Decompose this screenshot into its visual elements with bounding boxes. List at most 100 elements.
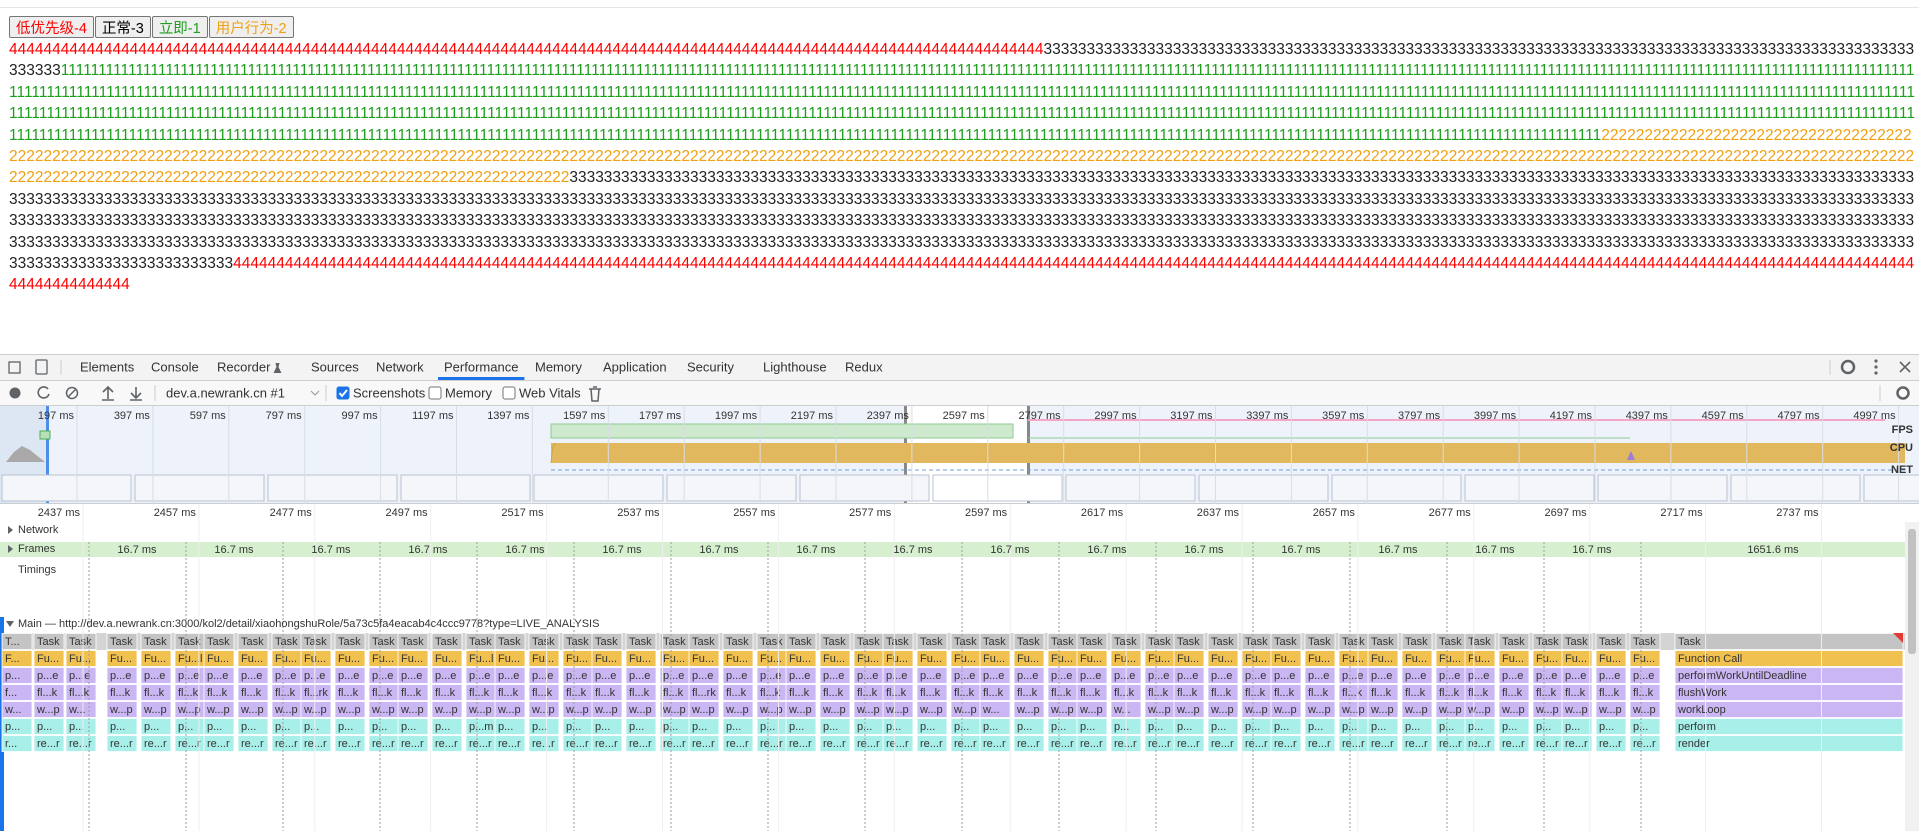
flame-block[interactable]: [916, 684, 948, 701]
flame-block[interactable]: [1207, 633, 1239, 650]
flame-block[interactable]: [1013, 735, 1045, 752]
flame-block[interactable]: [237, 633, 269, 650]
flame-block[interactable]: [1498, 650, 1530, 667]
flame-block[interactable]: [722, 718, 754, 735]
flame-block[interactable]: [528, 735, 560, 752]
track-expander[interactable]: [8, 526, 13, 534]
flame-block[interactable]: [1013, 633, 1045, 650]
priority-button[interactable]: 用户行为-2: [208, 16, 294, 38]
flame-block[interactable]: [1401, 684, 1433, 701]
flame-block[interactable]: [1, 701, 33, 718]
flame-block[interactable]: [1207, 735, 1239, 752]
flame-block[interactable]: [1464, 684, 1496, 701]
flame-block[interactable]: [397, 684, 429, 701]
checkbox[interactable]: [502, 386, 516, 400]
menu-dot[interactable]: [1874, 365, 1878, 369]
checkbox-label[interactable]: Memory: [445, 385, 492, 400]
flame-block[interactable]: [528, 633, 560, 650]
flame-block[interactable]: [1629, 718, 1661, 735]
flame-block[interactable]: [1595, 701, 1627, 718]
flame-block[interactable]: [1367, 650, 1399, 667]
flame-block[interactable]: [1173, 667, 1205, 684]
flame-block[interactable]: [1561, 650, 1593, 667]
flame-block[interactable]: [397, 701, 429, 718]
panel-tab[interactable]: Redux: [845, 359, 883, 374]
priority-button[interactable]: 立即-1: [151, 16, 208, 38]
flame-block[interactable]: [625, 718, 657, 735]
flame-block[interactable]: [203, 701, 235, 718]
clear-button[interactable]: [65, 386, 79, 400]
flame-block[interactable]: [785, 633, 817, 650]
flame-block[interactable]: [1013, 701, 1045, 718]
flame-block[interactable]: [1561, 701, 1593, 718]
flame-block[interactable]: [1013, 667, 1045, 684]
flame-block[interactable]: [1304, 735, 1336, 752]
priority-button[interactable]: 低优先级-4: [9, 16, 94, 38]
flame-block[interactable]: [33, 701, 65, 718]
flame-block[interactable]: [785, 718, 817, 735]
inspect-icon[interactable]: [8, 361, 21, 374]
flame-block[interactable]: [591, 684, 623, 701]
flame-block[interactable]: [431, 701, 463, 718]
panel-tab[interactable]: Elements: [80, 359, 135, 374]
flame-block[interactable]: [1270, 667, 1302, 684]
flame-block[interactable]: [1629, 735, 1661, 752]
flame-block[interactable]: [722, 667, 754, 684]
checkbox[interactable]: [428, 386, 442, 400]
flame-block[interactable]: [106, 667, 138, 684]
flame-block[interactable]: [625, 667, 657, 684]
flame-block[interactable]: [1464, 718, 1496, 735]
flame-block[interactable]: [819, 633, 851, 650]
flame-block[interactable]: [1367, 718, 1399, 735]
flame-block[interactable]: [1076, 718, 1108, 735]
flame-block[interactable]: [1367, 735, 1399, 752]
flame-block[interactable]: [334, 684, 366, 701]
flame-block[interactable]: [300, 650, 332, 667]
flame-block[interactable]: [431, 633, 463, 650]
flame-block[interactable]: [1013, 684, 1045, 701]
flame-block[interactable]: [397, 667, 429, 684]
flame-block[interactable]: [1629, 667, 1661, 684]
flame-block[interactable]: [1076, 701, 1108, 718]
flame-block[interactable]: [1464, 735, 1496, 752]
flame-block[interactable]: [1561, 684, 1593, 701]
flame-block[interactable]: [1498, 684, 1530, 701]
flame-block[interactable]: [882, 701, 914, 718]
flame-block[interactable]: [1498, 667, 1530, 684]
flame-block[interactable]: [1, 718, 33, 735]
track-expander[interactable]: [8, 545, 13, 553]
flame-block[interactable]: [1561, 735, 1593, 752]
track-name[interactable]: Frames: [18, 543, 56, 555]
flame-block[interactable]: [591, 667, 623, 684]
flame-block[interactable]: [1173, 735, 1205, 752]
flame-block[interactable]: [494, 633, 526, 650]
flame-block[interactable]: [1367, 633, 1399, 650]
menu-dot[interactable]: [1874, 371, 1878, 375]
flame-block[interactable]: [494, 650, 526, 667]
flame-block[interactable]: [688, 701, 720, 718]
flame-block[interactable]: [65, 684, 97, 701]
flame-block[interactable]: [819, 650, 851, 667]
flame-block[interactable]: [1674, 667, 1904, 684]
flame-block[interactable]: [1595, 633, 1627, 650]
flame-block[interactable]: [785, 701, 817, 718]
flame-block[interactable]: [1270, 735, 1302, 752]
flame-block[interactable]: [528, 667, 560, 684]
flame-block[interactable]: [1595, 684, 1627, 701]
flame-block[interactable]: [334, 633, 366, 650]
flame-block[interactable]: [203, 718, 235, 735]
flame-block[interactable]: [528, 684, 560, 701]
flame-block[interactable]: [334, 718, 366, 735]
flame-block[interactable]: [1270, 718, 1302, 735]
flame-block[interactable]: [819, 701, 851, 718]
panel-tab[interactable]: Memory: [535, 359, 582, 374]
panel-tab[interactable]: Application: [603, 359, 667, 374]
flame-block[interactable]: [1367, 667, 1399, 684]
flame-block[interactable]: [1498, 701, 1530, 718]
flame-block[interactable]: [688, 735, 720, 752]
flame-block[interactable]: [65, 701, 97, 718]
flame-block[interactable]: [300, 633, 332, 650]
menu-dot[interactable]: [1874, 359, 1878, 363]
flame-block[interactable]: [1595, 735, 1627, 752]
flame-block[interactable]: [300, 667, 332, 684]
